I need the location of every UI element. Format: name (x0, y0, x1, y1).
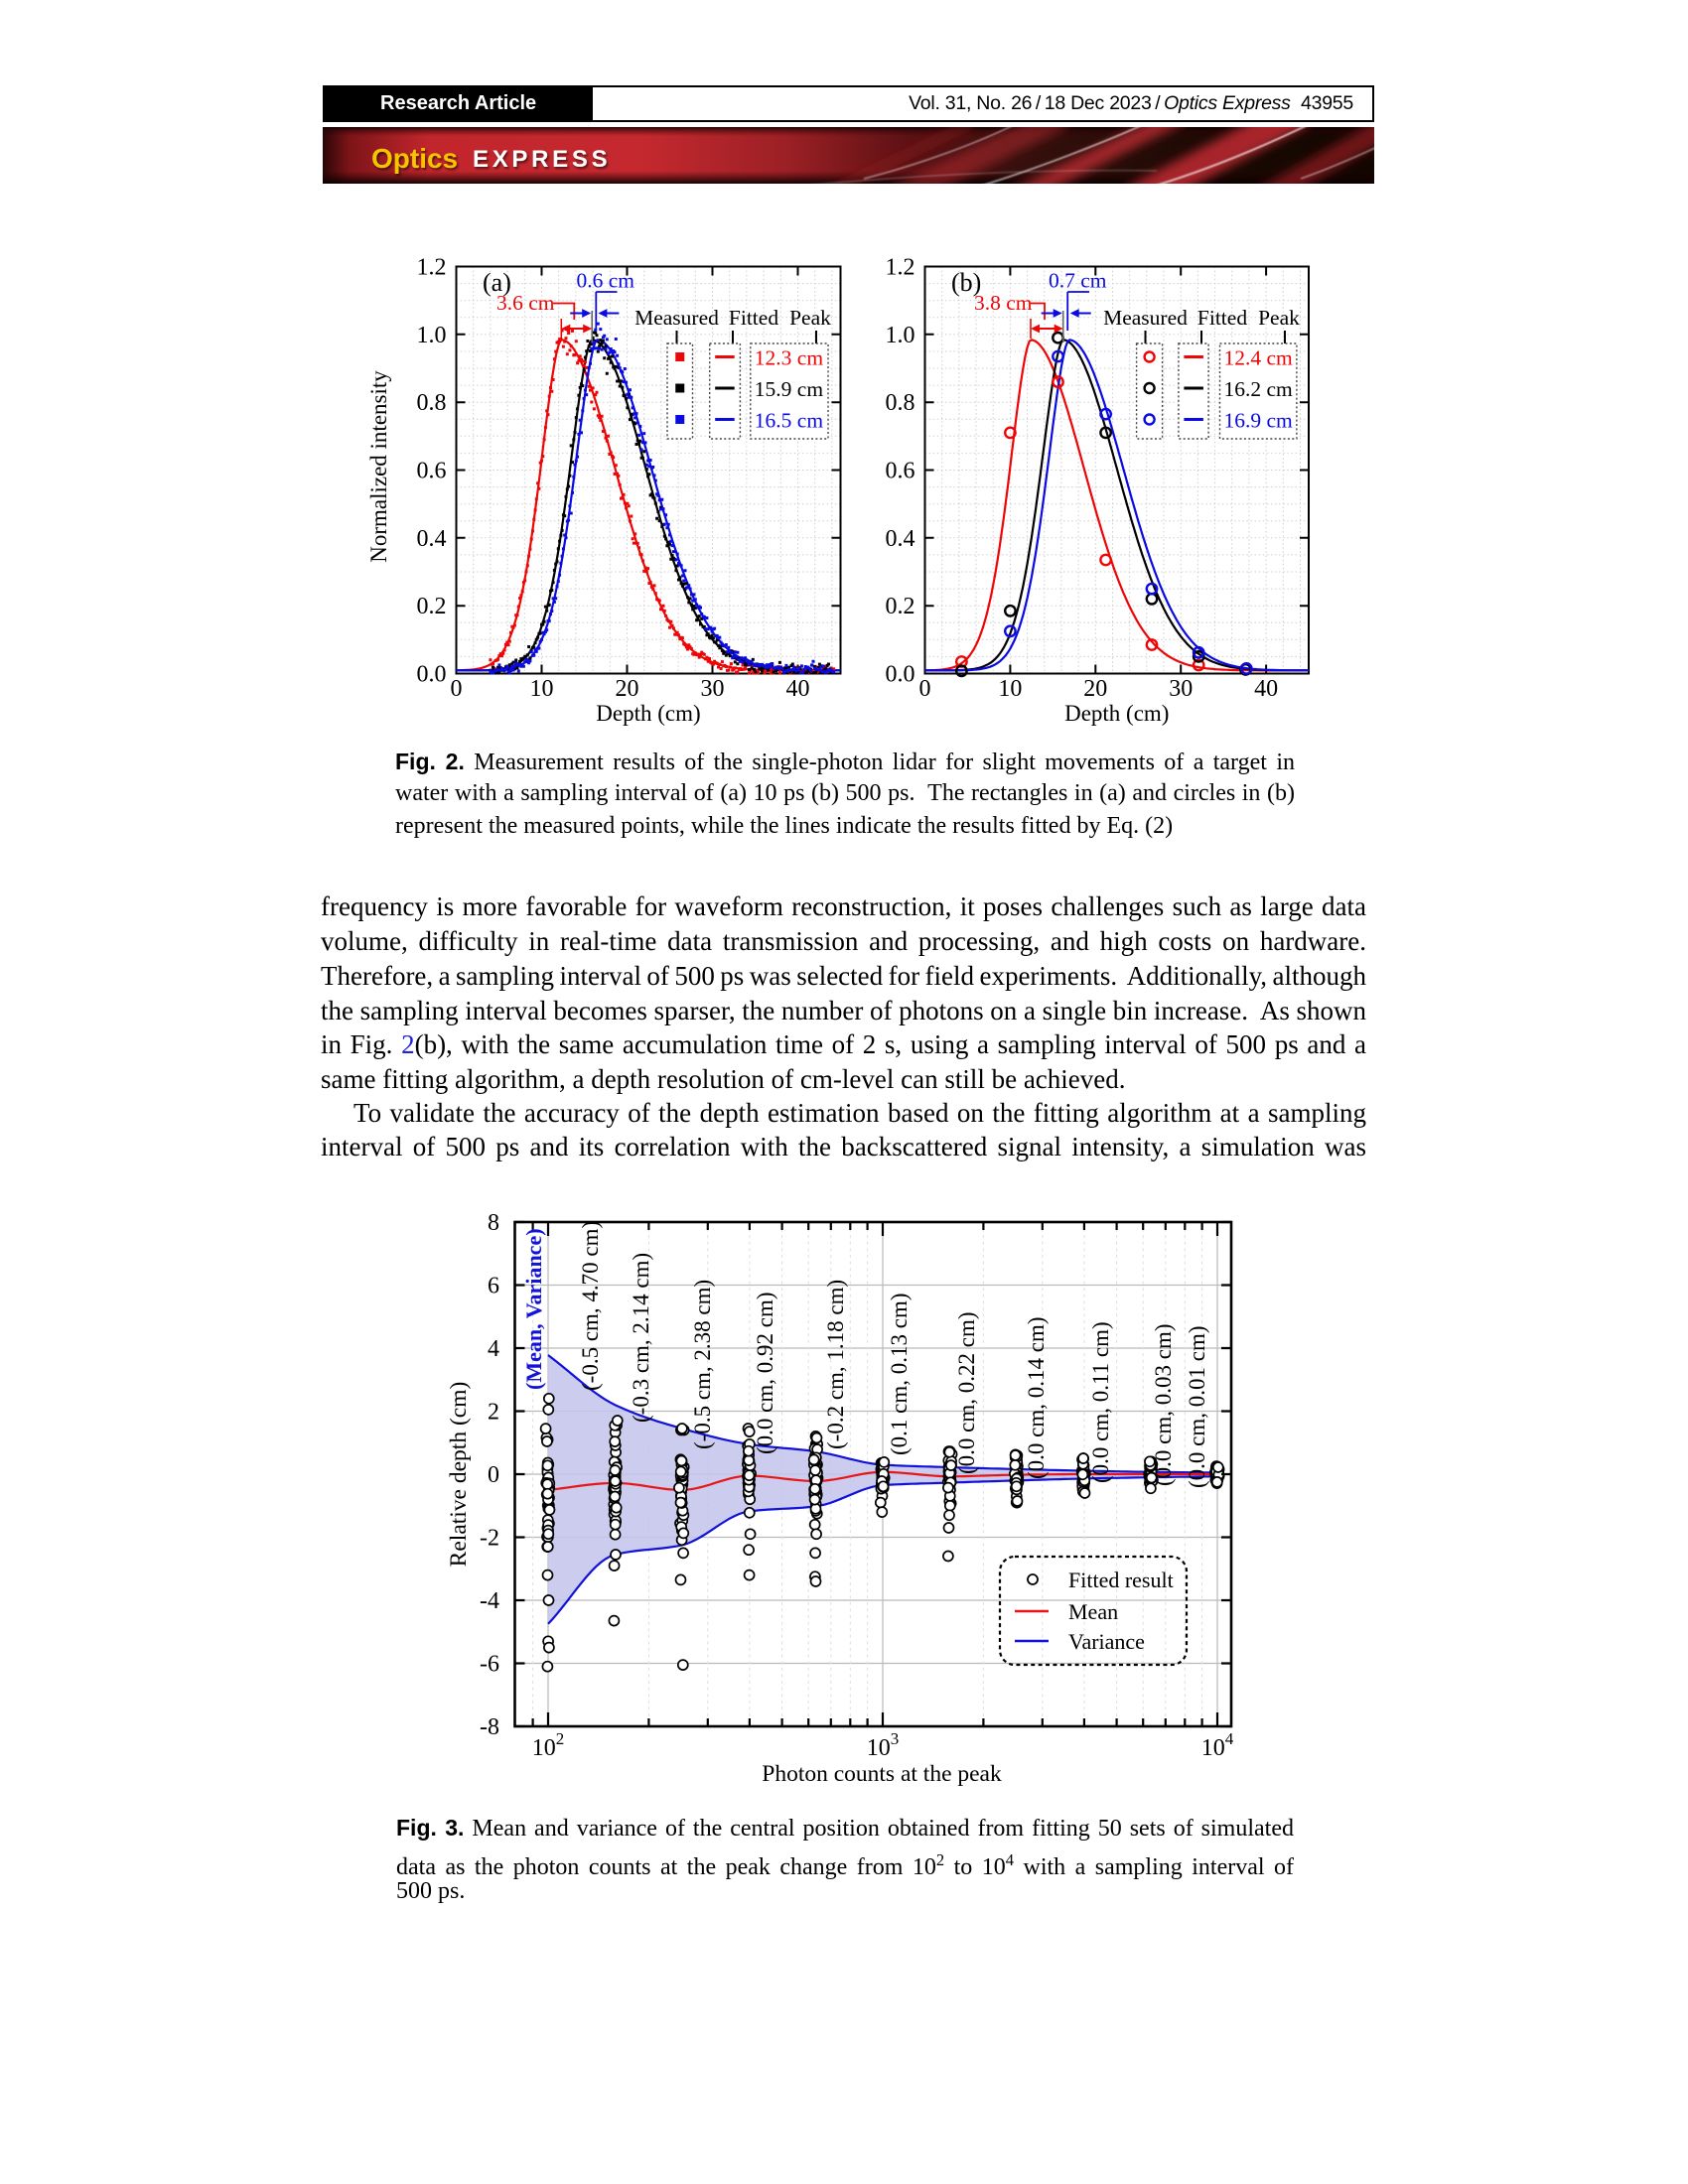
svg-text:Measured: Measured (634, 306, 719, 330)
svg-text:(0.0 cm, 0.01 cm): (0.0 cm, 0.01 cm) (1185, 1325, 1209, 1488)
svg-text:Variance: Variance (1068, 1629, 1145, 1654)
svg-text:0.7 cm: 0.7 cm (1049, 269, 1107, 293)
svg-text:-2: -2 (480, 1526, 499, 1552)
svg-text:Depth (cm): Depth (cm) (1064, 701, 1169, 726)
svg-text:12.3 cm: 12.3 cm (755, 346, 824, 370)
svg-text:-8: -8 (480, 1714, 499, 1740)
svg-text:Peak: Peak (1258, 306, 1300, 330)
svg-text:0.2: 0.2 (886, 594, 915, 619)
svg-text:0.6 cm: 0.6 cm (577, 269, 635, 293)
svg-text:0.6: 0.6 (886, 459, 915, 484)
svg-text:Peak: Peak (789, 306, 831, 330)
svg-text:0: 0 (451, 676, 463, 702)
svg-text:(0.0 cm, 0.03 cm): (0.0 cm, 0.03 cm) (1151, 1323, 1176, 1486)
svg-text:(Mean, Variance): (Mean, Variance) (521, 1228, 546, 1390)
svg-text:-6: -6 (480, 1652, 499, 1678)
svg-text:0: 0 (919, 676, 931, 702)
svg-text:10: 10 (998, 676, 1022, 702)
svg-text:0.8: 0.8 (417, 390, 447, 416)
svg-text:(0.0 cm, 0.92 cm): (0.0 cm, 0.92 cm) (753, 1292, 777, 1454)
svg-text:3.8 cm: 3.8 cm (974, 291, 1033, 315)
svg-text:(0.0 cm, 0.14 cm): (0.0 cm, 0.14 cm) (1024, 1316, 1049, 1479)
svg-text:(0.0 cm, 0.22 cm): (0.0 cm, 0.22 cm) (954, 1311, 979, 1474)
svg-text:16.9 cm: 16.9 cm (1224, 409, 1294, 433)
svg-text:0.0: 0.0 (417, 662, 447, 688)
svg-text:Fitted: Fitted (1197, 306, 1247, 330)
svg-text:(0.1 cm, 0.13 cm): (0.1 cm, 0.13 cm) (887, 1293, 912, 1455)
svg-text:0: 0 (488, 1462, 499, 1488)
svg-text:0.2: 0.2 (417, 594, 447, 619)
svg-text:Depth (cm): Depth (cm) (596, 701, 700, 726)
svg-text:40: 40 (786, 676, 810, 702)
svg-text:102: 102 (532, 1729, 565, 1761)
svg-text:8: 8 (488, 1210, 499, 1236)
svg-text:0.4: 0.4 (417, 526, 447, 552)
svg-text:1.2: 1.2 (417, 255, 447, 281)
svg-text:16.2 cm: 16.2 cm (1224, 377, 1294, 401)
svg-text:104: 104 (1201, 1729, 1234, 1761)
svg-text:103: 103 (867, 1729, 900, 1761)
svg-text:(b): (b) (951, 268, 981, 297)
svg-text:30: 30 (1169, 676, 1193, 702)
svg-text:(-0.5 cm, 4.70 cm): (-0.5 cm, 4.70 cm) (578, 1221, 603, 1391)
svg-text:10: 10 (530, 676, 554, 702)
svg-text:15.9 cm: 15.9 cm (755, 377, 824, 401)
svg-text:Relative depth (cm): Relative depth (cm) (446, 1382, 472, 1568)
svg-text:Mean: Mean (1068, 1599, 1118, 1624)
svg-text:(a): (a) (483, 268, 511, 297)
svg-text:0.8: 0.8 (886, 390, 915, 416)
svg-text:1.0: 1.0 (886, 323, 915, 348)
svg-text:-4: -4 (480, 1588, 499, 1614)
svg-text:(-0.3 cm, 2.14 cm): (-0.3 cm, 2.14 cm) (629, 1253, 653, 1423)
svg-text:4: 4 (488, 1336, 499, 1362)
svg-text:3.6 cm: 3.6 cm (496, 291, 555, 315)
svg-text:0.4: 0.4 (886, 526, 915, 552)
svg-text:0.0: 0.0 (886, 662, 915, 688)
svg-text:(-0.5 cm, 2.38 cm): (-0.5 cm, 2.38 cm) (690, 1280, 715, 1449)
svg-text:12.4 cm: 12.4 cm (1224, 346, 1294, 370)
svg-text:Fitted: Fitted (729, 306, 778, 330)
svg-text:1.2: 1.2 (886, 255, 915, 281)
svg-text:20: 20 (1083, 676, 1107, 702)
svg-text:Normalized intensity: Normalized intensity (366, 370, 391, 563)
svg-text:(-0.2 cm, 1.18 cm): (-0.2 cm, 1.18 cm) (823, 1280, 848, 1449)
svg-text:Measured: Measured (1103, 306, 1188, 330)
svg-text:40: 40 (1254, 676, 1278, 702)
svg-text:1.0: 1.0 (417, 323, 447, 348)
svg-text:6: 6 (488, 1274, 499, 1299)
svg-text:0.6: 0.6 (417, 459, 447, 484)
svg-text:Photon counts at the peak: Photon counts at the peak (762, 1761, 1002, 1787)
svg-text:Fitted result: Fitted result (1068, 1568, 1174, 1592)
svg-text:30: 30 (701, 676, 725, 702)
svg-text:20: 20 (616, 676, 639, 702)
svg-text:16.5 cm: 16.5 cm (755, 409, 824, 433)
svg-text:(0.0 cm, 0.11 cm): (0.0 cm, 0.11 cm) (1088, 1321, 1113, 1483)
svg-text:2: 2 (488, 1400, 499, 1426)
